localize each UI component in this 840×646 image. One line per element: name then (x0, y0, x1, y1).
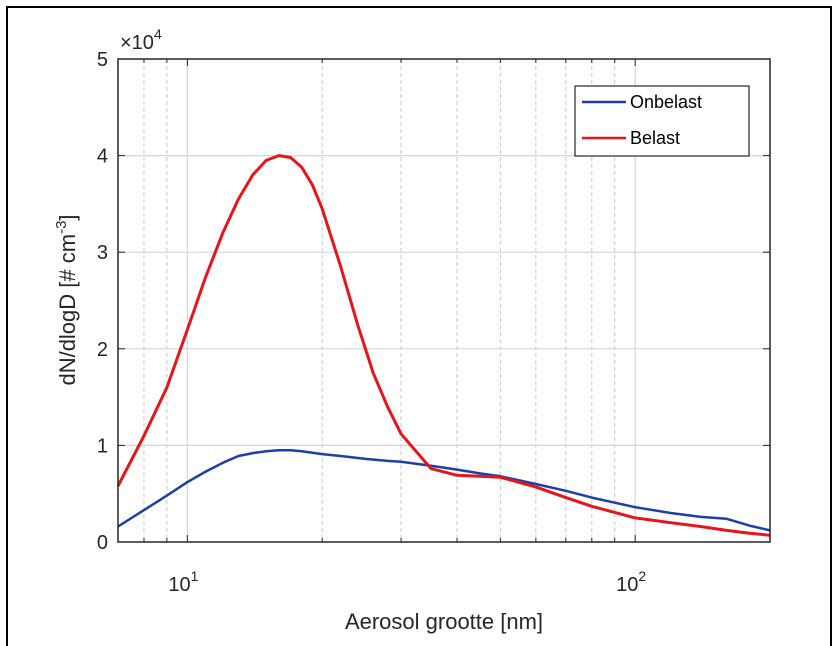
y-tick-label: 1 (97, 435, 108, 457)
series-line-onbelast (117, 448, 771, 532)
grid (118, 59, 770, 542)
y-axis-label: dN/dlogD [# cm-3] (53, 214, 80, 385)
y-tick-label: 2 (97, 339, 108, 361)
x-tick-label: 102 (616, 568, 646, 596)
legend-label-belast: Belast (630, 128, 680, 148)
legend: Onbelast Belast (574, 85, 750, 157)
y-multiplier: ×104 (120, 26, 162, 54)
legend-box (574, 85, 750, 157)
legend-label-onbelast: Onbelast (630, 92, 702, 112)
x-tick-label: 101 (168, 568, 198, 596)
plot-area-border (117, 58, 771, 543)
series-line-belast (116, 154, 771, 537)
y-tick-label: 0 (97, 532, 108, 554)
x-axis-label: Aerosol grootte [nm] (345, 609, 543, 634)
y-tick-label: 4 (97, 146, 108, 168)
series-layer (116, 154, 771, 537)
tick-layer: 101 102 0 1 2 3 4 5 (97, 49, 770, 596)
y-tick-label: 3 (97, 242, 108, 264)
y-tick-label: 5 (97, 49, 108, 71)
